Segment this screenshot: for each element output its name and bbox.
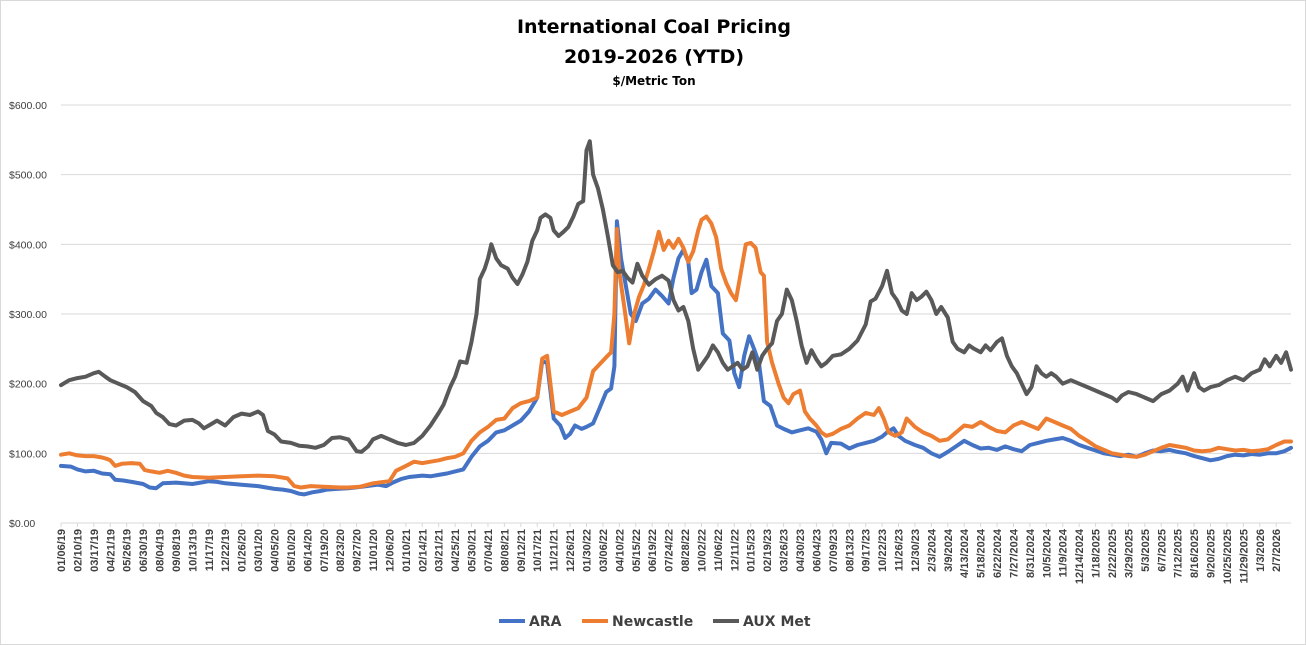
x-tick-label: 01/10/21 [401,529,413,572]
x-tick-label: 06/30/19 [138,529,150,572]
x-tick-label: 10/17/21 [532,529,544,572]
x-tick-label: 09/27/20 [352,529,364,572]
chart-subtitle: $/Metric Ton [612,74,695,88]
legend-label-aux-met: AUX Met [743,614,811,630]
y-tick-label: $200.00 [9,379,47,391]
x-tick-label: 2/7/2026 [1271,529,1283,572]
x-tick-label: 09/17/23 [861,529,873,572]
x-tick-label: 01/26/20 [237,529,249,572]
x-tick-label: 9/20/2025 [1206,529,1218,578]
x-tick-label: 3/29/2025 [1123,529,1135,578]
x-tick-label: 12/26/21 [565,529,577,572]
x-axis-ticks: 01/06/19 02/10/19 03/17/19 04/21/19 05/26/19… [56,523,1283,584]
x-tick-label: 12/14/2024 [1074,528,1086,584]
x-tick-label: 3/9/2024 [943,528,955,572]
y-tick-label: $600.00 [9,100,47,112]
x-tick-label: 08/28/22 [680,529,692,572]
x-tick-label: 04/21/19 [105,529,117,572]
x-tick-label: 11/9/2024 [1058,528,1070,577]
legend-label-ara: ARA [529,614,562,630]
x-tick-label: 07/19/20 [319,529,331,572]
x-tick-label: 08/13/23 [844,529,856,572]
x-tick-label: 09/12/21 [516,529,528,572]
y-tick-label: $400.00 [9,239,47,251]
legend-label-newcastle: Newcastle [612,614,693,630]
x-tick-label: 05/15/22 [631,529,643,572]
x-tick-label: 06/14/20 [302,529,314,572]
x-tick-label: 10/25/2025 [1222,529,1234,584]
x-tick-label: 6/7/2025 [1156,529,1168,572]
x-tick-label: 03/01/20 [253,529,265,572]
x-tick-label: 1/18/2025 [1091,529,1103,578]
x-tick-label: 12/11/22 [729,529,741,571]
x-tick-label: 05/10/20 [286,529,298,572]
chart-title: International Coal Pricing [517,16,791,38]
y-tick-label: $500.00 [9,170,47,182]
y-tick-label: $100.00 [9,448,47,460]
x-tick-label: 07/09/23 [828,529,840,572]
series-lines [59,139,1293,497]
x-tick-label: 12/06/20 [384,529,396,572]
x-tick-label: 08/04/19 [155,529,167,572]
y-tick-label: $300.00 [9,309,47,321]
x-tick-label: 11/06/22 [713,529,725,571]
x-tick-label: 05/30/21 [467,529,479,572]
y-tick-label: $0.00 [9,518,35,530]
series-line-newcastle [59,214,1293,490]
x-tick-label: 07/24/22 [664,529,676,572]
x-tick-label: 5/18/2024 [976,528,988,578]
x-tick-label: 01/15/23 [746,529,758,572]
x-tick-label: 6/22/2024 [992,528,1004,578]
x-tick-label: 8/16/2025 [1189,529,1201,578]
x-tick-label: 09/08/19 [171,529,183,572]
x-tick-label: 11/17/19 [204,529,216,571]
x-tick-label: 1/3/2026 [1255,529,1267,572]
x-tick-label: 03/17/19 [89,529,101,572]
x-tick-label: 08/08/21 [499,529,511,572]
x-tick-label: 04/30/23 [795,529,807,572]
x-tick-label: 10/13/19 [187,529,199,572]
x-tick-label: 07/04/21 [483,529,495,572]
x-tick-label: 4/13/2024 [959,528,971,578]
x-tick-label: 10/5/2024 [1041,528,1053,578]
x-tick-label: 8/31/2024 [1025,528,1037,578]
chart-title-years: 2019-2026 (YTD) [564,46,744,68]
x-tick-label: 04/25/21 [450,529,462,572]
x-tick-label: 04/10/22 [614,529,626,572]
x-tick-label: 2/22/2025 [1107,529,1119,578]
x-tick-label: 04/05/20 [269,529,281,572]
x-tick-label: 5/3/2025 [1140,529,1152,572]
x-tick-label: 03/21/21 [434,529,446,572]
x-tick-label: 03/26/23 [779,529,791,572]
x-tick-label: 12/22/19 [220,529,232,572]
x-tick-label: 11/21/21 [549,529,561,571]
x-tick-label: 03/06/22 [598,529,610,572]
x-tick-label: 02/10/19 [72,529,84,572]
x-tick-label: 05/26/19 [122,529,134,572]
legend: ARA Newcastle AUX Met [499,614,811,630]
x-tick-label: 02/14/21 [417,529,429,572]
x-tick-label: 06/19/22 [647,529,659,572]
x-tick-label: 02/19/23 [762,529,774,572]
x-tick-label: 10/22/23 [877,529,889,572]
x-tick-label: 06/04/23 [811,529,823,572]
x-tick-label: 7/27/2024 [1008,528,1020,578]
x-tick-label: 12/30/23 [910,529,922,572]
x-tick-label: 7/12/2025 [1173,529,1185,578]
series-line-aux-met [59,139,1293,454]
x-tick-label: 11/26/23 [894,529,906,571]
x-tick-label: 01/06/19 [56,529,68,572]
x-tick-label: 11/29/2025 [1238,529,1250,583]
x-tick-label: 10/02/22 [696,529,708,572]
y-axis-ticks: $0.00 $100.00 $200.00 $300.00 $400.00 $500.00… [9,100,47,530]
x-tick-label: 08/23/20 [335,529,347,572]
gridlines [61,104,1291,524]
x-tick-label: 01/30/22 [582,529,594,572]
x-tick-label: 2/3/2024 [926,528,938,572]
x-tick-label: 11/01/20 [368,529,380,571]
